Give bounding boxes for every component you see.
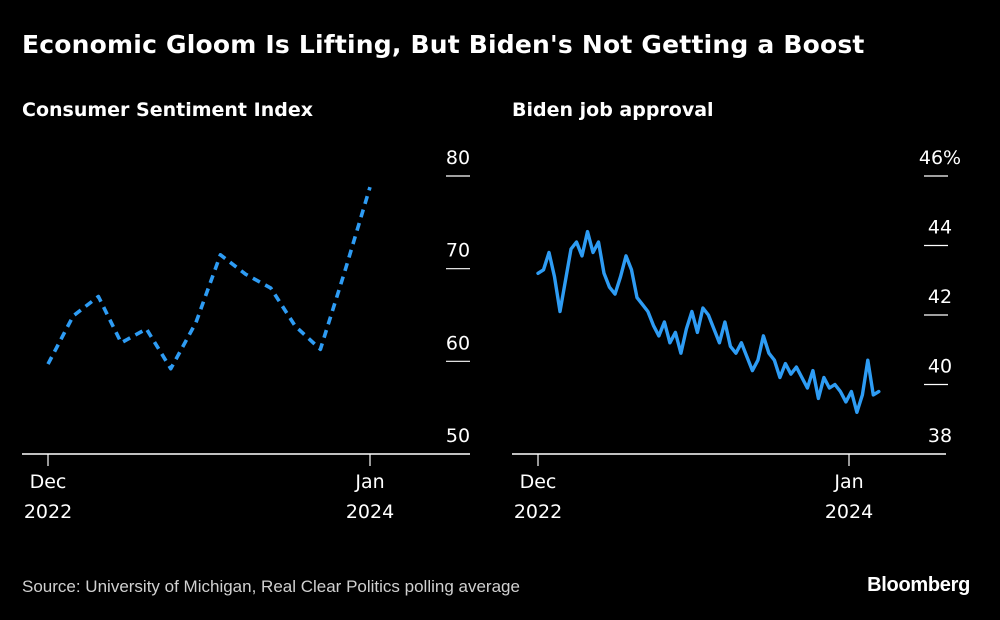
- sentiment-chart: 50 60 70 80 Dec 2022 Jan 2024: [22, 147, 470, 523]
- approval-ytick-label-38: 38: [928, 425, 952, 447]
- sentiment-xtick-label-0-line1: Dec: [30, 471, 67, 493]
- approval-ytick-label-42: 42: [928, 286, 952, 308]
- approval-xtick-label-1-line2: 2024: [825, 501, 873, 523]
- sentiment-ytick-label-50: 50: [446, 425, 470, 447]
- approval-xtick-label-0-line2: 2022: [514, 501, 562, 523]
- chart-title: Economic Gloom Is Lifting, But Biden's N…: [22, 30, 865, 59]
- approval-chart-title: Biden job approval: [512, 99, 714, 121]
- approval-series-line: [536, 229, 881, 414]
- sentiment-xtick-label-0-line2: 2022: [24, 501, 72, 523]
- sentiment-xtick-label-1-line1: Jan: [354, 471, 384, 493]
- sentiment-series-line: [46, 186, 372, 371]
- sentiment-chart-title: Consumer Sentiment Index: [22, 99, 313, 121]
- approval-xtick-label-0-line1: Dec: [520, 471, 557, 493]
- approval-chart: 38 40 42 44 46% Dec 2022 Jan 2024: [512, 147, 961, 523]
- bloomberg-logo: Bloomberg: [867, 574, 970, 596]
- sentiment-ytick-label-70: 70: [446, 240, 470, 262]
- sentiment-xtick-label-1-line2: 2024: [346, 501, 394, 523]
- approval-ytick-label-46: 46%: [919, 147, 961, 169]
- sentiment-ytick-label-60: 60: [446, 332, 470, 354]
- source-note: Source: University of Michigan, Real Cle…: [22, 577, 520, 596]
- approval-ytick-label-40: 40: [928, 356, 952, 378]
- sentiment-ytick-label-80: 80: [446, 147, 470, 169]
- approval-ytick-label-44: 44: [928, 217, 952, 239]
- approval-xtick-label-1-line1: Jan: [833, 471, 863, 493]
